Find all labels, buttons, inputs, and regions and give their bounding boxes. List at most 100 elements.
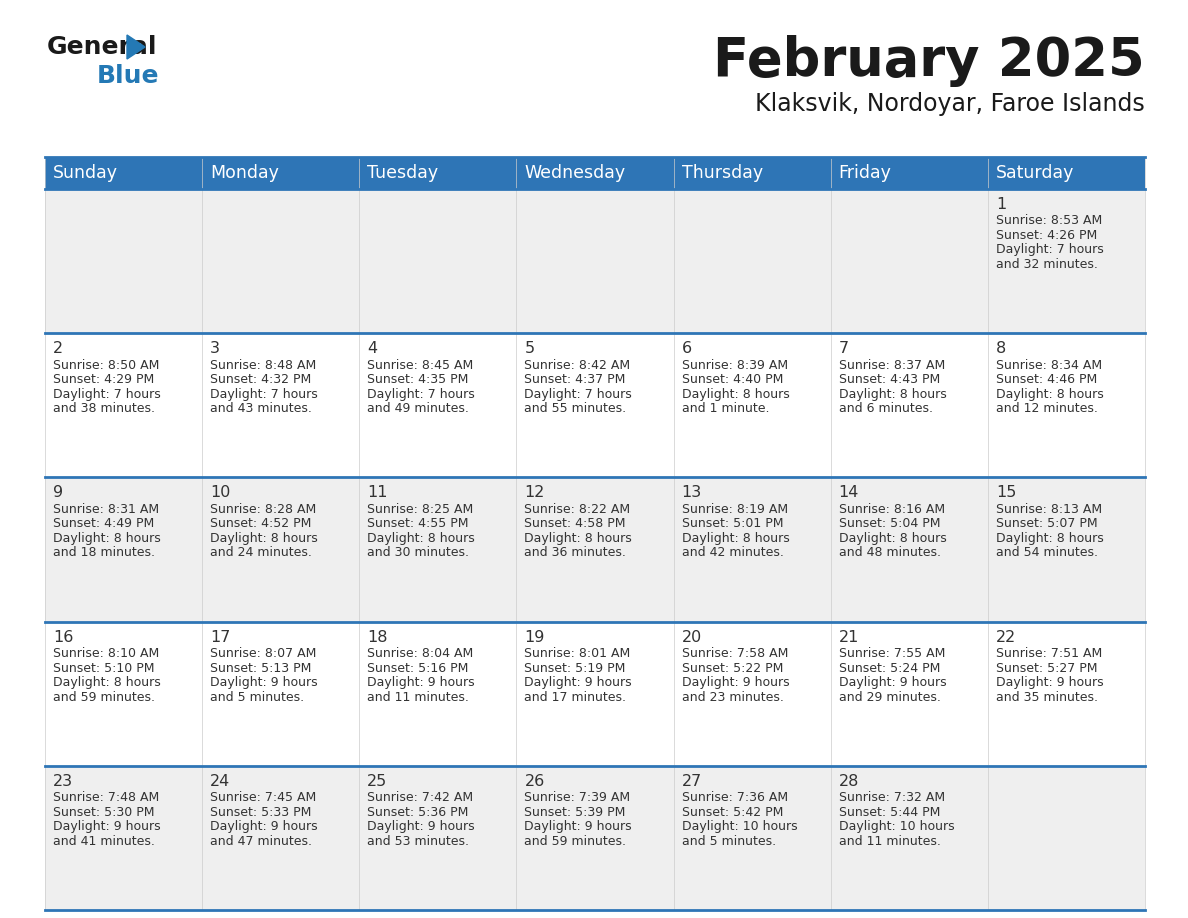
Text: Sunset: 5:24 PM: Sunset: 5:24 PM — [839, 662, 940, 675]
Text: Klaksvik, Nordoyar, Faroe Islands: Klaksvik, Nordoyar, Faroe Islands — [756, 92, 1145, 116]
Text: 24: 24 — [210, 774, 230, 789]
Text: Sunrise: 8:28 AM: Sunrise: 8:28 AM — [210, 503, 316, 516]
Text: Daylight: 7 hours: Daylight: 7 hours — [210, 387, 318, 400]
Text: 15: 15 — [996, 486, 1016, 500]
Bar — [45, 157, 202, 189]
Text: and 35 minutes.: and 35 minutes. — [996, 690, 1098, 703]
Text: Sunrise: 8:13 AM: Sunrise: 8:13 AM — [996, 503, 1102, 516]
Text: Sunrise: 8:48 AM: Sunrise: 8:48 AM — [210, 359, 316, 372]
Text: 21: 21 — [839, 630, 859, 644]
Text: Sunset: 4:58 PM: Sunset: 4:58 PM — [524, 518, 626, 531]
Text: Daylight: 9 hours: Daylight: 9 hours — [53, 821, 160, 834]
Text: Daylight: 8 hours: Daylight: 8 hours — [682, 532, 789, 545]
Text: and 18 minutes.: and 18 minutes. — [53, 546, 154, 559]
Text: Sunrise: 7:58 AM: Sunrise: 7:58 AM — [682, 647, 788, 660]
Bar — [45, 621, 202, 766]
Text: and 59 minutes.: and 59 minutes. — [524, 834, 626, 848]
Text: and 47 minutes.: and 47 minutes. — [210, 834, 312, 848]
Text: Sunrise: 8:25 AM: Sunrise: 8:25 AM — [367, 503, 474, 516]
Bar — [830, 189, 988, 333]
Text: Monday: Monday — [210, 164, 279, 182]
Text: and 17 minutes.: and 17 minutes. — [524, 690, 626, 703]
Bar — [674, 621, 830, 766]
Text: Sunset: 4:43 PM: Sunset: 4:43 PM — [839, 374, 940, 386]
Text: Sunrise: 8:07 AM: Sunrise: 8:07 AM — [210, 647, 316, 660]
Text: and 5 minutes.: and 5 minutes. — [682, 834, 776, 848]
Text: Saturday: Saturday — [996, 164, 1074, 182]
Text: Sunrise: 7:48 AM: Sunrise: 7:48 AM — [53, 791, 159, 804]
Text: Sunrise: 8:04 AM: Sunrise: 8:04 AM — [367, 647, 474, 660]
Text: and 12 minutes.: and 12 minutes. — [996, 402, 1098, 415]
Text: Sunset: 4:35 PM: Sunset: 4:35 PM — [367, 374, 468, 386]
Text: Sunset: 4:55 PM: Sunset: 4:55 PM — [367, 518, 469, 531]
Text: Sunset: 5:16 PM: Sunset: 5:16 PM — [367, 662, 468, 675]
Text: Sunrise: 8:39 AM: Sunrise: 8:39 AM — [682, 359, 788, 372]
Text: Daylight: 8 hours: Daylight: 8 hours — [367, 532, 475, 545]
Bar — [517, 621, 674, 766]
Bar — [830, 333, 988, 477]
Text: 20: 20 — [682, 630, 702, 644]
Text: Sunset: 5:36 PM: Sunset: 5:36 PM — [367, 806, 468, 819]
Text: Sunset: 5:42 PM: Sunset: 5:42 PM — [682, 806, 783, 819]
Bar — [359, 189, 517, 333]
Bar — [517, 157, 674, 189]
Bar — [517, 766, 674, 910]
Text: 1: 1 — [996, 197, 1006, 212]
Text: Daylight: 9 hours: Daylight: 9 hours — [524, 676, 632, 689]
Bar — [359, 477, 517, 621]
Text: Daylight: 8 hours: Daylight: 8 hours — [839, 532, 947, 545]
Text: Sunset: 4:52 PM: Sunset: 4:52 PM — [210, 518, 311, 531]
Text: Sunset: 5:04 PM: Sunset: 5:04 PM — [839, 518, 940, 531]
Bar — [202, 477, 359, 621]
Text: Sunrise: 8:22 AM: Sunrise: 8:22 AM — [524, 503, 631, 516]
Bar — [359, 333, 517, 477]
Text: 25: 25 — [367, 774, 387, 789]
Text: Sunday: Sunday — [53, 164, 118, 182]
Text: Sunrise: 7:42 AM: Sunrise: 7:42 AM — [367, 791, 473, 804]
Text: and 30 minutes.: and 30 minutes. — [367, 546, 469, 559]
Text: 8: 8 — [996, 341, 1006, 356]
Text: 5: 5 — [524, 341, 535, 356]
Text: 28: 28 — [839, 774, 859, 789]
Text: Daylight: 9 hours: Daylight: 9 hours — [367, 676, 475, 689]
Text: Sunset: 4:26 PM: Sunset: 4:26 PM — [996, 229, 1097, 242]
Text: 4: 4 — [367, 341, 378, 356]
Text: 2: 2 — [53, 341, 63, 356]
Text: Daylight: 8 hours: Daylight: 8 hours — [524, 532, 632, 545]
Bar — [830, 157, 988, 189]
Text: Sunset: 5:13 PM: Sunset: 5:13 PM — [210, 662, 311, 675]
Text: Daylight: 9 hours: Daylight: 9 hours — [367, 821, 475, 834]
Text: and 55 minutes.: and 55 minutes. — [524, 402, 626, 415]
Bar — [45, 766, 202, 910]
Text: Daylight: 7 hours: Daylight: 7 hours — [996, 243, 1104, 256]
Bar — [517, 189, 674, 333]
Bar — [830, 766, 988, 910]
Text: and 11 minutes.: and 11 minutes. — [367, 690, 469, 703]
Text: Sunset: 5:01 PM: Sunset: 5:01 PM — [682, 518, 783, 531]
Text: 23: 23 — [53, 774, 74, 789]
Text: Sunset: 5:10 PM: Sunset: 5:10 PM — [53, 662, 154, 675]
Text: Daylight: 8 hours: Daylight: 8 hours — [53, 676, 160, 689]
Text: and 24 minutes.: and 24 minutes. — [210, 546, 312, 559]
Text: Sunrise: 8:50 AM: Sunrise: 8:50 AM — [53, 359, 159, 372]
Text: Sunrise: 8:34 AM: Sunrise: 8:34 AM — [996, 359, 1102, 372]
Text: Sunset: 5:30 PM: Sunset: 5:30 PM — [53, 806, 154, 819]
Text: Sunrise: 8:19 AM: Sunrise: 8:19 AM — [682, 503, 788, 516]
Text: Wednesday: Wednesday — [524, 164, 626, 182]
Bar — [202, 766, 359, 910]
Text: Sunset: 4:37 PM: Sunset: 4:37 PM — [524, 374, 626, 386]
Bar — [988, 766, 1145, 910]
Text: and 59 minutes.: and 59 minutes. — [53, 690, 154, 703]
Bar — [359, 157, 517, 189]
Text: Daylight: 8 hours: Daylight: 8 hours — [210, 532, 318, 545]
Text: Daylight: 9 hours: Daylight: 9 hours — [839, 676, 947, 689]
Text: 18: 18 — [367, 630, 387, 644]
Text: and 54 minutes.: and 54 minutes. — [996, 546, 1098, 559]
Text: Daylight: 9 hours: Daylight: 9 hours — [524, 821, 632, 834]
Text: and 6 minutes.: and 6 minutes. — [839, 402, 933, 415]
Text: 3: 3 — [210, 341, 220, 356]
Text: Sunrise: 8:01 AM: Sunrise: 8:01 AM — [524, 647, 631, 660]
Text: Sunset: 5:44 PM: Sunset: 5:44 PM — [839, 806, 940, 819]
Text: Daylight: 8 hours: Daylight: 8 hours — [996, 532, 1104, 545]
Text: Tuesday: Tuesday — [367, 164, 438, 182]
